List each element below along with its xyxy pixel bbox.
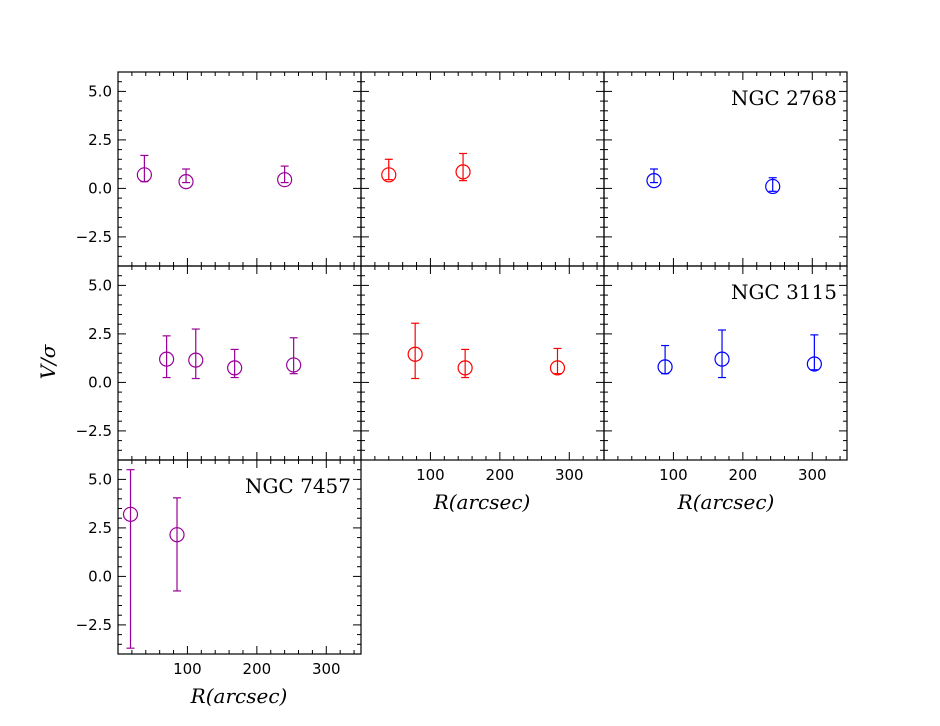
marker-circle — [457, 360, 473, 376]
data-point — [169, 497, 185, 592]
galaxy-name-label: NGC 3115 — [731, 280, 837, 304]
galaxy-name-label: NGC 2768 — [731, 86, 837, 110]
data-point — [381, 158, 397, 183]
marker-circle — [286, 357, 302, 373]
data-point — [227, 348, 243, 379]
y-tick-label: 0.0 — [88, 179, 112, 197]
marker-circle — [136, 167, 152, 183]
data-point — [277, 165, 293, 188]
data-point — [455, 152, 471, 182]
marker-circle — [178, 174, 194, 190]
marker-circle — [657, 359, 673, 375]
panel-0-0: −2.5 0.0 2.5 5.0 — [76, 71, 362, 267]
marker-circle — [806, 356, 822, 372]
marker-circle — [381, 167, 397, 183]
data-point — [136, 154, 152, 183]
x-tick-label: 300 — [798, 466, 827, 484]
y-tick-label: −2.5 — [76, 228, 112, 246]
marker-circle — [159, 351, 175, 367]
panel-ticks — [361, 71, 604, 267]
marker-circle — [646, 173, 662, 189]
panel-frame — [117, 71, 362, 267]
y-tick-label: 2.5 — [88, 325, 112, 343]
data-point — [765, 177, 781, 195]
panel-frame — [360, 71, 605, 267]
x-tick-label: 100 — [173, 660, 202, 678]
marker-circle — [455, 164, 471, 180]
x-axis-label-col0: R(arcsec) — [190, 684, 288, 708]
y-tick-label: 2.5 — [88, 519, 112, 537]
panel-0-2: NGC 2768 — [603, 71, 848, 267]
panel-0-1 — [360, 71, 605, 267]
panel-grid: −2.5 0.0 2.5 5.0 NGC 2768 −2.5 0.0 2.5 5.0 100 200… — [76, 71, 848, 678]
data-point — [407, 322, 423, 380]
data-point — [714, 329, 730, 379]
marker-circle — [765, 178, 781, 195]
marker-circle — [188, 352, 204, 368]
y-axis-label: V/σ — [36, 343, 60, 379]
panel-ticks — [118, 265, 361, 461]
data-point — [657, 344, 673, 375]
data-point — [178, 168, 194, 190]
marker-circle — [549, 360, 566, 376]
y-tick-label: 5.0 — [88, 276, 112, 294]
y-tick-label: 0.0 — [88, 567, 112, 585]
panel-frame — [360, 265, 605, 461]
panel-1-0: −2.5 0.0 2.5 5.0 — [76, 265, 362, 461]
y-tick-label: −2.5 — [76, 616, 112, 634]
y-tick-label: 2.5 — [88, 131, 112, 149]
panel-ticks — [361, 265, 604, 461]
y-tick-label: −2.5 — [76, 422, 112, 440]
galaxy-name-label: NGC 7457 — [245, 474, 351, 498]
marker-circle — [277, 172, 293, 188]
data-point — [646, 168, 662, 189]
y-tick-label: 5.0 — [88, 470, 112, 488]
panel-1-2: 100 200 300 NGC 3115 — [603, 265, 848, 484]
x-tick-label: 200 — [243, 660, 272, 678]
x-tick-label: 200 — [729, 466, 758, 484]
panel-frame — [117, 459, 362, 655]
data-point — [286, 337, 302, 375]
x-tick-label: 200 — [486, 466, 515, 484]
data-point — [188, 328, 204, 380]
marker-circle — [714, 351, 730, 367]
y-tick-label: 5.0 — [88, 82, 112, 100]
x-axis-label-col1: R(arcsec) — [433, 490, 531, 514]
panel-2-0: −2.5 0.0 2.5 5.0 100 200 300 NGC 7457 — [76, 459, 362, 678]
x-tick-label: 100 — [416, 466, 445, 484]
marker-circle — [407, 346, 423, 362]
y-tick-label: 0.0 — [88, 373, 112, 391]
panel-1-1: 100 200 300 — [360, 265, 605, 484]
data-point — [122, 469, 139, 649]
data-point — [806, 334, 822, 372]
marker-circle — [169, 527, 185, 543]
x-tick-label: 300 — [312, 660, 341, 678]
panel-ticks — [118, 71, 361, 267]
data-point — [159, 335, 175, 379]
panel-frame — [603, 265, 848, 461]
data-point — [549, 347, 566, 376]
marker-circle — [227, 360, 243, 376]
marker-circle — [122, 506, 139, 522]
x-tick-label: 100 — [659, 466, 688, 484]
x-axis-label-col2: R(arcsec) — [677, 490, 775, 514]
x-tick-label: 300 — [555, 466, 584, 484]
data-point — [457, 348, 473, 379]
